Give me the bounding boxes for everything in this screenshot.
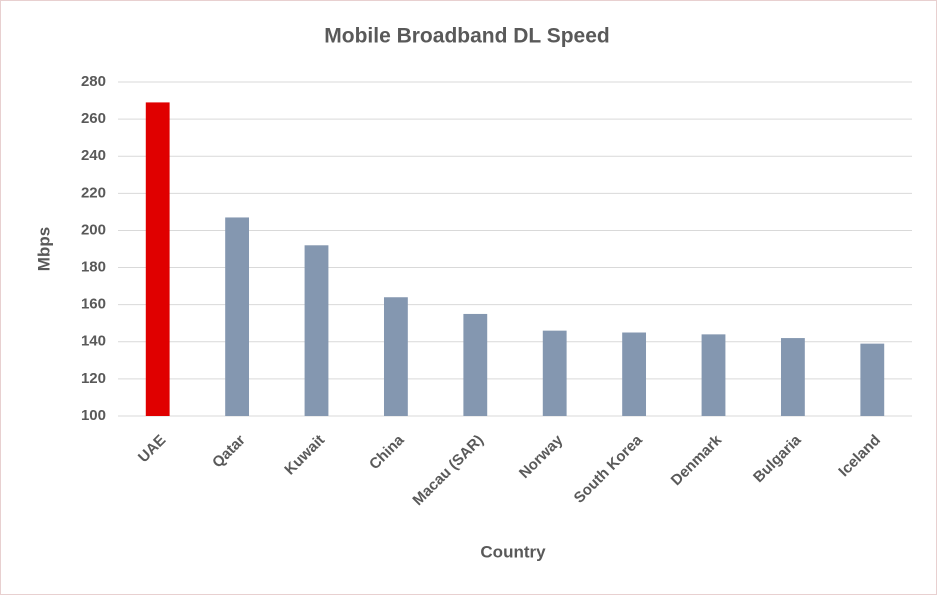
bar	[304, 245, 329, 416]
bar	[780, 338, 805, 416]
y-tick-label: 260	[81, 110, 106, 127]
y-axis-label: Mbps	[34, 227, 53, 271]
bar	[225, 217, 250, 416]
y-tick-label: 200	[81, 221, 106, 238]
x-axis-label: Country	[480, 542, 546, 561]
bar	[701, 334, 726, 416]
y-tick-label: 120	[81, 370, 106, 387]
y-tick-label: 100	[81, 407, 106, 424]
bar	[463, 313, 488, 416]
y-tick-label: 180	[81, 259, 106, 276]
bar	[860, 343, 885, 416]
bar	[145, 102, 170, 417]
y-tick-label: 240	[81, 147, 106, 164]
bar	[383, 297, 408, 416]
bar	[622, 332, 647, 416]
chart-title: Mobile Broadband DL Speed	[324, 25, 609, 48]
y-tick-label: 280	[81, 73, 106, 90]
y-tick-label: 140	[81, 333, 106, 350]
bar	[542, 330, 567, 416]
y-tick-label: 160	[81, 296, 106, 313]
y-tick-label: 220	[81, 184, 106, 201]
